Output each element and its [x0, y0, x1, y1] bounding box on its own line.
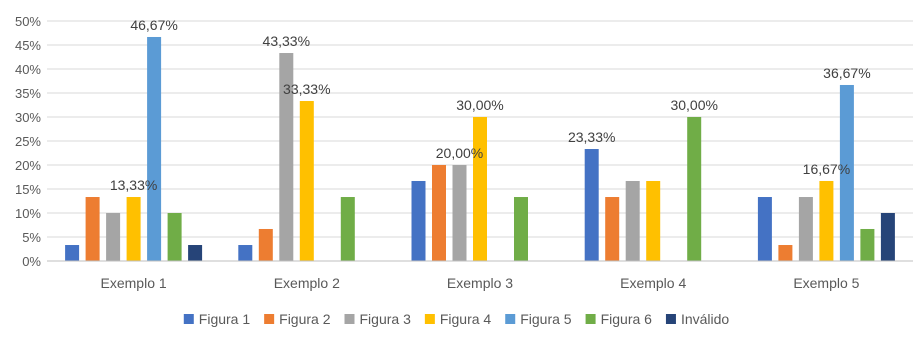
bar — [432, 165, 446, 261]
data-label: 33,33% — [283, 81, 330, 97]
bar — [473, 117, 487, 261]
legend-swatch — [183, 314, 194, 324]
legend-swatch — [344, 314, 355, 324]
legend-swatch — [585, 314, 596, 324]
bar — [798, 197, 813, 261]
legend-item: Figura 5 — [505, 311, 572, 327]
y-tick-label: 0% — [22, 254, 41, 269]
bar — [584, 149, 599, 261]
y-tick-label: 40% — [15, 62, 41, 77]
bar — [65, 245, 80, 261]
legend-label: Figura 1 — [199, 311, 251, 327]
legend-swatch — [264, 314, 275, 324]
legend-label: Figura 6 — [601, 311, 653, 327]
data-label: 13,33% — [110, 177, 157, 193]
data-label: 30,00% — [456, 97, 503, 113]
y-tick-label: 5% — [22, 230, 41, 245]
bar — [839, 84, 854, 261]
y-tick-label: 50% — [15, 14, 41, 29]
legend-item: Figura 2 — [264, 311, 331, 327]
x-tick-label: Exemplo 2 — [274, 275, 340, 291]
data-label: 43,33% — [263, 33, 310, 49]
y-tick-label: 30% — [15, 110, 41, 125]
bar — [646, 180, 661, 261]
y-tick-label: 15% — [15, 182, 41, 197]
bar — [279, 53, 294, 262]
data-label: 16,67% — [803, 161, 850, 177]
x-tick-label: Exemplo 3 — [447, 275, 513, 291]
bar — [880, 213, 895, 261]
legend-item: Figura 3 — [344, 311, 412, 327]
bar — [258, 228, 273, 261]
data-label: 36,67% — [823, 65, 870, 81]
bar — [106, 213, 121, 261]
bar — [860, 228, 875, 261]
bar — [238, 245, 253, 261]
bar — [126, 197, 141, 261]
bar — [147, 36, 162, 261]
bar — [605, 197, 620, 261]
legend-label: Figura 4 — [440, 311, 492, 327]
axes: 0% 5% 10% 15% 20% 25% 30% 35% 40% 45% 50% Exemplo 1… — [15, 14, 913, 291]
data-label: 20,00% — [436, 145, 483, 161]
legend-swatch — [505, 314, 516, 324]
y-tick-label: 35% — [15, 86, 41, 101]
bar — [167, 213, 182, 261]
legend-label: Figura 3 — [360, 311, 412, 327]
data-label: 23,33% — [568, 129, 615, 145]
bar — [411, 180, 426, 261]
bars — [65, 36, 895, 262]
y-tick-label: 45% — [15, 38, 41, 53]
bar — [188, 245, 203, 261]
y-tick-label: 25% — [15, 134, 41, 149]
bar — [625, 180, 640, 261]
bar — [85, 197, 100, 261]
bar — [340, 197, 355, 261]
legend-label: Inválido — [681, 311, 729, 327]
data-label: 46,67% — [130, 17, 177, 33]
bar — [514, 197, 528, 261]
legend-item: Inválido — [665, 311, 729, 327]
bar — [757, 197, 772, 261]
legend-swatch — [424, 314, 435, 324]
legend-label: Figura 2 — [279, 311, 331, 327]
bar — [819, 180, 834, 261]
x-tick-label: Exemplo 5 — [793, 275, 859, 291]
y-tick-label: 10% — [15, 206, 41, 221]
bar — [687, 117, 702, 261]
legend-label: Figura 5 — [520, 311, 572, 327]
legend-item: Figura 6 — [585, 311, 653, 327]
legend-swatch — [665, 314, 676, 324]
bar — [452, 165, 467, 261]
bar — [778, 245, 793, 261]
data-labels: 13,33% 46,67% 43,33% 33,33% 20,00% 30,00% 23,3… — [110, 17, 871, 193]
x-tick-label: Exemplo 1 — [101, 275, 167, 291]
bar — [299, 101, 314, 262]
y-tick-label: 20% — [15, 158, 41, 173]
x-tick-label: Exemplo 4 — [620, 275, 686, 291]
data-label: 30,00% — [670, 97, 717, 113]
legend-item: Figura 4 — [424, 311, 492, 327]
legend-item: Figura 1 — [183, 311, 251, 327]
legend: Figura 1 Figura 2 Figura 3 Figura 4 Figura 5… — [183, 311, 729, 327]
